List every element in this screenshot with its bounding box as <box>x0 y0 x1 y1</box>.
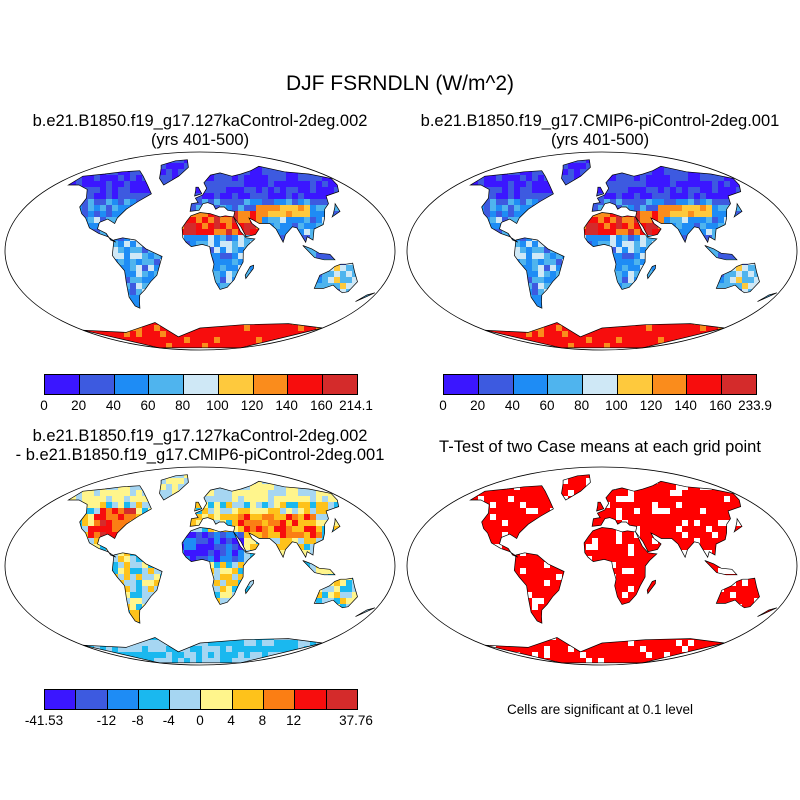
colorbar-tick-label: 40 <box>105 398 121 413</box>
colorbar-tick-label: 0 <box>196 713 204 728</box>
colorbar-case2 <box>443 374 757 395</box>
colorbar-tick-label: 160 <box>709 398 732 413</box>
colorbar-box <box>201 690 233 709</box>
colorbar-box <box>478 375 514 394</box>
panel4-title: T-Test of two Case means at each grid po… <box>400 438 800 457</box>
colorbar-box <box>232 690 265 709</box>
colorbar-box <box>107 690 139 709</box>
colorbar-tick-label: 140 <box>674 398 697 413</box>
colorbar-tick-label: -8 <box>131 713 144 728</box>
map-case1 <box>4 151 396 351</box>
colorbar-box <box>513 375 549 394</box>
colorbar-difference <box>44 689 358 710</box>
colorbar-tick-label: 12 <box>286 713 302 728</box>
colorbar-box <box>184 375 219 394</box>
colorbar-tick-label: 4 <box>227 713 235 728</box>
panel2-title: b.e21.B1850.f19_g17.CMIP6-piControl-2deg… <box>400 112 800 150</box>
map-case2 <box>406 151 798 351</box>
colorbar-tick-label: -41.53 <box>24 713 64 728</box>
colorbar-tick-label: 80 <box>574 398 590 413</box>
colorbar-box <box>45 690 77 709</box>
colorbar-tick-label: 20 <box>470 398 486 413</box>
colorbar-box <box>617 375 653 394</box>
map-difference <box>4 466 396 666</box>
colorbar-tick-label: 233.9 <box>738 398 772 413</box>
panel2-title-line2: (yrs 401-500) <box>550 131 650 149</box>
colorbar-tick-label: 20 <box>71 398 87 413</box>
panel2-title-line1: b.e21.B1850.f19_g17.CMIP6-piControl-2deg… <box>420 112 780 130</box>
colorbar-tick-label: -4 <box>162 713 175 728</box>
colorbar-box <box>218 375 254 394</box>
panel3-title-line1: b.e21.B1850.f19_g17.127kaControl-2deg.00… <box>32 427 368 445</box>
colorbar-box <box>326 690 357 709</box>
colorbar-box <box>76 690 108 709</box>
colorbar-box <box>45 375 80 394</box>
colorbar-tick-label: 0 <box>439 398 447 413</box>
colorbar-box <box>138 690 171 709</box>
colorbar-tick-label: 37.76 <box>339 713 373 728</box>
colorbar-tick-label: 100 <box>605 398 628 413</box>
colorbar-tick-label: 160 <box>310 398 333 413</box>
colorbar-box <box>323 375 358 394</box>
colorbar-box <box>149 375 185 394</box>
colorbar-box <box>444 375 479 394</box>
panel1-title-line2: (yrs 401-500) <box>150 131 250 149</box>
colorbar-box <box>295 690 327 709</box>
colorbar-tick-label: 60 <box>140 398 156 413</box>
colorbar-tick-label: 60 <box>539 398 555 413</box>
colorbar-tick-label: 40 <box>504 398 520 413</box>
colorbar-tick-label: -12 <box>96 713 117 728</box>
colorbar-tick-label: 100 <box>206 398 229 413</box>
panel1-title-line1: b.e21.B1850.f19_g17.127kaControl-2deg.00… <box>32 112 368 130</box>
panel3-title-line2: - b.e21.B1850.f19_g17.CMIP6-piControl-2d… <box>15 446 385 464</box>
colorbar-case1 <box>44 374 358 395</box>
panel4-title-line1: T-Test of two Case means at each grid po… <box>439 438 761 456</box>
colorbar-box <box>253 375 289 394</box>
colorbar-box <box>114 375 150 394</box>
colorbar-tick-label: 214.1 <box>339 398 373 413</box>
colorbar-box <box>288 375 324 394</box>
significance-note: Cells are significant at 0.1 level <box>506 702 694 717</box>
colorbar-box <box>79 375 115 394</box>
colorbar-box <box>264 690 296 709</box>
colorbar-box <box>722 375 757 394</box>
colorbar-box <box>548 375 584 394</box>
colorbar-tick-label: 140 <box>275 398 298 413</box>
panel1-title: b.e21.B1850.f19_g17.127kaControl-2deg.00… <box>0 112 400 150</box>
colorbar-tick-label: 80 <box>175 398 191 413</box>
colorbar-box <box>170 690 202 709</box>
map-ttest <box>406 466 798 666</box>
colorbar-box <box>583 375 618 394</box>
colorbar-box <box>687 375 723 394</box>
main-title: DJF FSRNDLN (W/m^2) <box>285 72 514 95</box>
colorbar-tick-label: 8 <box>258 713 267 728</box>
colorbar-tick-label: 0 <box>40 398 48 413</box>
colorbar-box <box>652 375 688 394</box>
panel3-title: b.e21.B1850.f19_g17.127kaControl-2deg.00… <box>0 427 400 465</box>
colorbar-tick-label: 120 <box>639 398 663 413</box>
colorbar-tick-label: 120 <box>240 398 264 413</box>
